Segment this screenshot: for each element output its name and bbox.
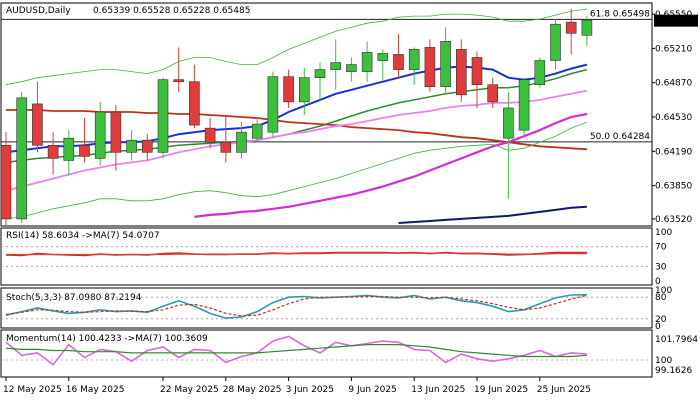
bullish-candle [63, 137, 75, 161]
x-tick-label: 16 May 2025 [66, 385, 125, 395]
bullish-candle [534, 60, 546, 86]
x-tick-label: 19 Jun 2025 [474, 385, 528, 395]
x-tick-label: 12 May 2025 [3, 385, 62, 395]
x-tick-label: 28 May 2025 [223, 385, 282, 395]
bullish-candle [236, 131, 247, 153]
mom-series-line [5, 344, 587, 358]
price-y-tick-label: 0.64190 [655, 147, 692, 157]
x-tick-label: 13 Jun 2025 [411, 385, 465, 395]
rsi-title: RSI(14) 58.6034 ->MA(7) 54.0707 [6, 231, 160, 241]
ohlc-values: 0.65339 0.65528 0.65228 0.65485 [93, 6, 250, 16]
bearish-candle [204, 127, 216, 143]
price-y-tick-label: 0.65210 [655, 44, 692, 54]
bearish-candle [189, 81, 200, 126]
stoch-title: Stoch(5,3,3) 87.0980 87.2194 [6, 293, 142, 303]
bearish-candle [455, 49, 467, 96]
bullish-candle [408, 49, 420, 70]
price-ma-line-ma_magenta [194, 112, 588, 218]
mom-series-line [5, 335, 587, 366]
price-ma-line-ma_navy [398, 205, 587, 224]
bullish-candle [126, 139, 137, 153]
stoch-panel-frame [0, 287, 653, 329]
stoch-y-tick-label: 20 [655, 315, 667, 325]
bearish-candle [220, 141, 232, 153]
rsi-y-tick-label: 30 [655, 262, 667, 272]
mom-panel-frame [0, 329, 653, 378]
price-y-tick-label: 0.63850 [655, 182, 692, 192]
mom-y-tick-label: 100 [655, 356, 672, 366]
bearish-candle [393, 54, 404, 70]
current-price-label: 0.65485 [657, 17, 698, 27]
price-y-tick-label: 0.64870 [655, 79, 692, 89]
x-tick-label: 9 Jun 2025 [348, 385, 396, 395]
current-price-tag [654, 14, 698, 27]
rsi-panel-frame [0, 227, 653, 286]
price-panel-frame [0, 2, 653, 227]
bullish-candle [251, 123, 263, 139]
bullish-candle [16, 97, 28, 220]
bearish-candle [47, 144, 59, 159]
stoch-y-tick-label: 80 [655, 293, 667, 303]
x-tick-label: 25 Jun 2025 [537, 385, 591, 395]
bearish-candle [471, 57, 483, 86]
bullish-candle [377, 53, 389, 61]
fib-level-label: 61.8 0.65498 [590, 9, 650, 19]
stoch-y-tick-label: 100 [655, 286, 672, 296]
price-ma-line-envelope [5, 8, 587, 86]
rsi-series-line [6, 252, 587, 256]
bullish-candle [440, 41, 451, 88]
bearish-candle [173, 79, 184, 83]
stoch-series-line [5, 293, 587, 319]
momentum-title: Momentum(14) 100.4233 ->MA(7) 100.3609 [6, 334, 208, 344]
bullish-candle [298, 77, 310, 103]
fib-level-label: 50.0 0.64284 [590, 132, 650, 142]
symbol-label: AUDUSD,Daily [6, 6, 71, 16]
bullish-candle [518, 79, 530, 131]
price-ma-line-ma_fast [5, 63, 588, 154]
bullish-candle [157, 79, 169, 153]
bearish-candle [565, 21, 577, 34]
price-ma-line-envelope [5, 121, 588, 220]
price-ma-line-ma_pink [5, 89, 588, 192]
bullish-candle [330, 62, 342, 70]
bearish-candle [79, 144, 90, 157]
mom-y-tick-label: 99.1626 [655, 366, 692, 376]
bearish-candle [142, 139, 153, 153]
price-y-tick-label: 0.63520 [655, 215, 692, 225]
bearish-candle [424, 47, 436, 88]
bearish-candle [487, 84, 499, 103]
rsi-y-tick-label: 0 [655, 277, 661, 287]
bullish-candle [267, 76, 279, 133]
rsi-y-tick-label: 100 [655, 228, 672, 238]
bullish-candle [550, 23, 561, 61]
price-ma-line-ma_mid [5, 68, 588, 164]
bearish-candle [110, 111, 122, 153]
bullish-candle [361, 52, 373, 72]
bearish-candle [32, 103, 43, 146]
stoch-series-line [5, 294, 588, 317]
mom-y-tick-label: 101.7964 [655, 335, 698, 345]
bearish-candle [283, 76, 294, 103]
bullish-candle [503, 107, 514, 139]
price-y-tick-label: 0.64530 [655, 113, 692, 123]
bullish-candle [581, 19, 593, 36]
bullish-candle [314, 69, 326, 78]
bullish-candle [346, 64, 357, 72]
rsi-y-tick-label: 70 [655, 243, 667, 253]
x-tick-label: 22 May 2025 [160, 385, 219, 395]
bullish-candle [94, 111, 106, 159]
x-tick-label: 3 Jun 2025 [286, 385, 334, 395]
stoch-y-tick-label: 0 [655, 322, 661, 332]
bearish-candle [0, 144, 12, 220]
